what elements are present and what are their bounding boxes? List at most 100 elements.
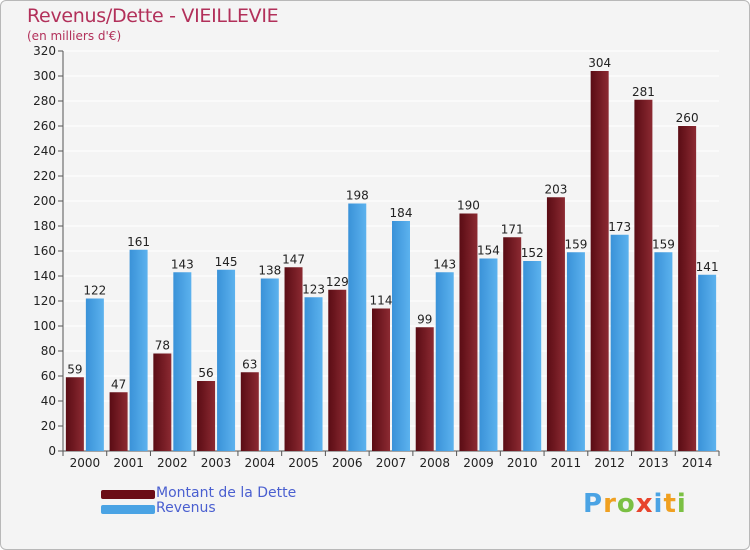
bar-revenus: [435, 272, 454, 451]
data-label-dette: 171: [501, 222, 524, 236]
data-label-dette: 56: [198, 366, 213, 380]
data-label-dette: 63: [242, 357, 257, 371]
bar-dette: [328, 289, 347, 451]
bar-dette: [197, 381, 216, 451]
bar-dette: [415, 327, 434, 451]
bar-revenus: [654, 252, 673, 451]
y-tick-label: 120: [33, 294, 56, 308]
data-label-revenus: 184: [390, 206, 413, 220]
data-label-revenus: 141: [696, 260, 719, 274]
legend-swatch-revenus: [101, 505, 155, 514]
bar-revenus: [129, 249, 148, 451]
data-label-dette: 47: [111, 377, 126, 391]
logo-letter: i: [653, 489, 664, 519]
bar-dette: [459, 213, 478, 451]
data-label-dette: 281: [632, 85, 655, 99]
bar-dette: [634, 99, 653, 451]
x-tick-label: 2003: [201, 456, 232, 470]
bar-dette: [678, 126, 697, 451]
logo-letter: i: [676, 489, 687, 519]
data-label-dette: 190: [457, 199, 480, 213]
bar-dette: [153, 353, 172, 451]
x-tick-label: 2012: [594, 456, 625, 470]
data-label-dette: 203: [544, 182, 567, 196]
data-label-revenus: 145: [215, 255, 238, 269]
data-label-revenus: 138: [258, 264, 281, 278]
x-tick-label: 2008: [419, 456, 450, 470]
bar-revenus: [479, 258, 498, 451]
legend-label-revenus: Revenus: [156, 500, 216, 516]
data-label-revenus: 173: [608, 220, 631, 234]
bar-dette: [240, 372, 259, 451]
logo-letter: o: [616, 489, 636, 519]
data-label-revenus: 154: [477, 244, 500, 258]
data-label-revenus: 159: [564, 237, 587, 251]
logo-letter: t: [663, 489, 677, 519]
bar-dette: [284, 267, 303, 451]
bar-revenus: [523, 261, 542, 451]
data-label-revenus: 143: [171, 257, 194, 271]
data-label-dette: 99: [417, 312, 432, 326]
y-tick-label: 80: [41, 344, 56, 358]
data-label-revenus: 123: [302, 282, 325, 296]
x-tick-label: 2001: [113, 456, 144, 470]
data-label-dette: 114: [370, 294, 393, 308]
x-tick-label: 2010: [507, 456, 538, 470]
x-tick-label: 2004: [245, 456, 276, 470]
data-label-revenus: 152: [521, 246, 544, 260]
bar-revenus: [610, 234, 629, 451]
x-tick-label: 2011: [551, 456, 582, 470]
legend-swatch-dette: [101, 490, 155, 499]
y-tick-label: 300: [33, 69, 56, 83]
bar-dette: [590, 71, 609, 451]
bar-dette: [503, 237, 522, 451]
data-label-dette: 147: [282, 252, 305, 266]
y-tick-label: 220: [33, 169, 56, 183]
legend-label-dette: Montant de la Dette: [156, 485, 297, 501]
x-tick-label: 2013: [638, 456, 669, 470]
bar-revenus: [173, 272, 192, 451]
y-tick-label: 280: [33, 94, 56, 108]
bar-dette: [65, 377, 84, 451]
y-tick-label: 240: [33, 144, 56, 158]
x-tick-label: 2009: [463, 456, 494, 470]
bar-revenus: [698, 274, 717, 451]
x-tick-label: 2007: [376, 456, 407, 470]
bar-revenus: [260, 278, 279, 451]
y-tick-label: 200: [33, 194, 56, 208]
bar-revenus: [566, 252, 585, 451]
y-tick-label: 260: [33, 119, 56, 133]
data-label-revenus: 161: [127, 235, 150, 249]
x-tick-label: 2005: [288, 456, 319, 470]
y-tick-label: 40: [41, 394, 56, 408]
y-tick-label: 160: [33, 244, 56, 258]
x-tick-label: 2014: [682, 456, 713, 470]
bar-dette: [109, 392, 128, 451]
x-tick-label: 2002: [157, 456, 188, 470]
y-tick-label: 20: [41, 419, 56, 433]
y-tick-label: 60: [41, 369, 56, 383]
y-tick-label: 140: [33, 269, 56, 283]
data-label-revenus: 143: [433, 257, 456, 271]
logo-letter: r: [603, 489, 617, 519]
logo-letter: P: [583, 489, 604, 519]
data-label-revenus: 198: [346, 189, 369, 203]
y-tick-label: 100: [33, 319, 56, 333]
proxiti-logo[interactable]: Proxiti: [583, 489, 687, 519]
bar-dette: [546, 197, 565, 451]
bar-revenus: [348, 203, 367, 451]
chart-subtitle: (en milliers d'€): [27, 29, 122, 43]
bar-revenus: [304, 297, 323, 451]
data-label-dette: 59: [67, 362, 82, 376]
data-label-dette: 304: [588, 56, 611, 70]
bar-dette: [372, 308, 390, 451]
bar-revenus: [217, 269, 236, 451]
y-tick-label: 0: [48, 444, 56, 458]
chart-title: Revenus/Dette - VIEILLEVIE: [27, 5, 279, 27]
logo-letter: x: [635, 489, 654, 519]
data-label-dette: 129: [326, 275, 349, 289]
y-tick-label: 180: [33, 219, 56, 233]
y-tick-label: 320: [33, 44, 56, 58]
